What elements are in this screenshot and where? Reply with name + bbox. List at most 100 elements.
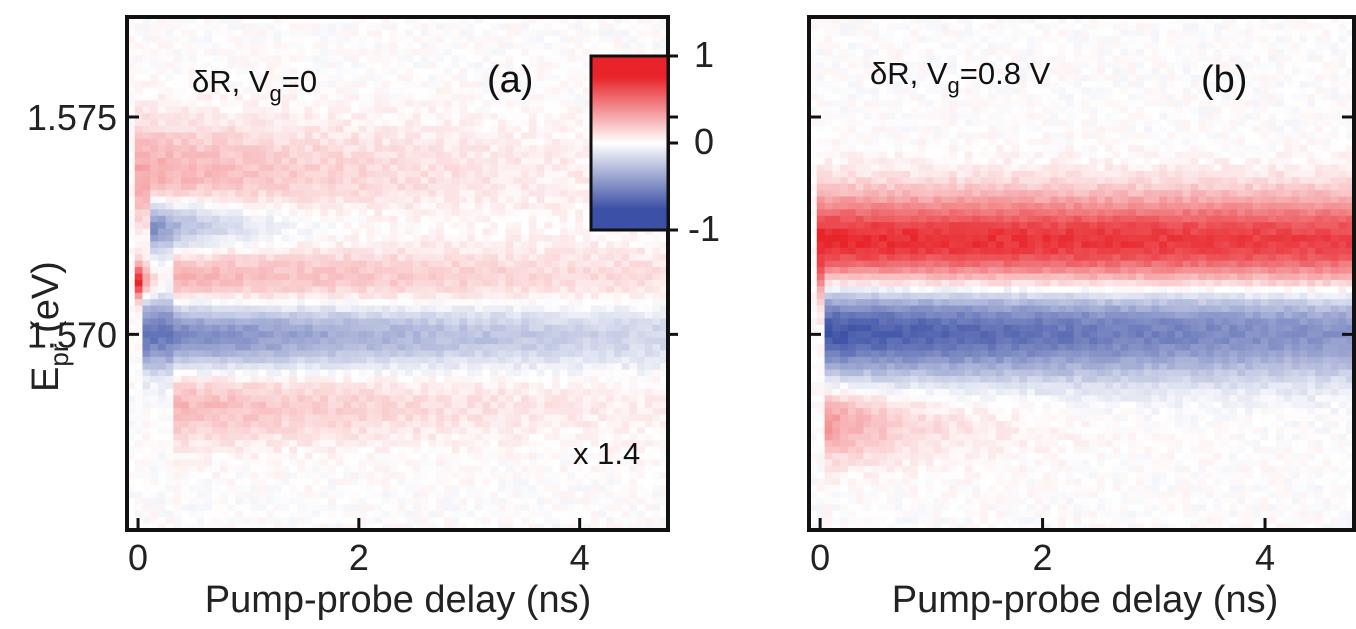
heatmap-cell [582, 286, 592, 294]
heatmap-cell [382, 254, 391, 262]
heatmap-cell [528, 126, 538, 134]
heatmap-cell [544, 42, 553, 50]
heatmap-cell [374, 401, 383, 409]
heatmap-cell [528, 446, 538, 454]
heatmap-cell [567, 318, 576, 326]
heatmap-cell [536, 446, 545, 454]
heatmap-cell [343, 81, 352, 89]
heatmap-cell [428, 376, 437, 384]
heatmap-cell [242, 158, 252, 166]
heatmap-cell [505, 190, 515, 198]
heatmap-cell [289, 414, 298, 422]
heatmap-cell [327, 106, 337, 114]
heatmap-cell [266, 183, 275, 191]
heatmap-cell [134, 279, 144, 287]
heatmap-cell [397, 299, 406, 307]
heatmap-cell [242, 453, 252, 461]
heatmap-cell [351, 485, 360, 493]
heatmap-cell [490, 504, 499, 512]
heatmap-cell [467, 29, 476, 37]
heatmap-cell [513, 36, 522, 44]
heatmap-cell [196, 305, 205, 313]
heatmap-cell [590, 273, 600, 281]
heatmap-cell [212, 260, 221, 268]
heatmap-cell [536, 93, 545, 101]
heatmap-cell [242, 427, 252, 435]
heatmap-cell [536, 113, 545, 121]
heatmap-cell [227, 267, 236, 275]
heatmap-cell [513, 292, 522, 300]
heatmap-cell [312, 305, 321, 313]
heatmap-cell [266, 523, 275, 531]
heatmap-cell [405, 55, 414, 63]
heatmap-cell [335, 254, 344, 262]
heatmap-cell [320, 446, 329, 454]
heatmap-cell [181, 228, 190, 236]
heatmap-cell [606, 228, 615, 236]
heatmap-cell [250, 36, 259, 44]
heatmap-cell [575, 254, 584, 262]
heatmap-cell [412, 254, 422, 262]
heatmap-cell [150, 485, 159, 493]
heatmap-cell [536, 151, 545, 159]
heatmap-cell [544, 202, 553, 210]
heatmap-cell [358, 286, 368, 294]
heatmap-cell [273, 49, 283, 57]
heatmap-cell [142, 177, 151, 185]
heatmap-cell [266, 356, 275, 364]
heatmap-cell [181, 273, 190, 281]
heatmap-cell [374, 517, 383, 525]
heatmap-cell [559, 170, 569, 178]
heatmap-cell [165, 42, 174, 50]
heatmap-cell [165, 74, 174, 82]
heatmap-cell [188, 29, 198, 37]
heatmap-cell [482, 93, 491, 101]
heatmap-cell [297, 126, 306, 134]
heatmap-cell [552, 485, 561, 493]
heatmap-cell [181, 279, 190, 287]
heatmap-cell [459, 93, 468, 101]
heatmap-cell [250, 491, 259, 499]
heatmap-cell [575, 388, 584, 396]
heatmap-cell [242, 401, 252, 409]
heatmap-cell [358, 267, 368, 275]
heatmap-cell [428, 408, 437, 416]
heatmap-cell [289, 209, 298, 217]
heatmap-cell [482, 23, 491, 31]
heatmap-cell [304, 427, 314, 435]
heatmap-cell [389, 55, 399, 63]
heatmap-cell [266, 433, 275, 441]
heatmap-cell [505, 363, 515, 371]
heatmap-cell [482, 337, 491, 345]
heatmap-cell [513, 126, 522, 134]
heatmap-cell [482, 382, 491, 390]
heatmap-cell [150, 369, 159, 377]
heatmap-cell [505, 42, 515, 50]
heatmap-cell [242, 29, 252, 37]
heatmap-cell [467, 497, 476, 505]
heatmap-cell [397, 119, 406, 127]
heatmap-cell [389, 472, 399, 480]
heatmap-cell [343, 324, 352, 332]
heatmap-cell [173, 183, 182, 191]
heatmap-cell [559, 113, 569, 121]
heatmap-cell [482, 100, 491, 108]
heatmap-cell [482, 331, 491, 339]
heatmap-cell [157, 145, 167, 153]
heatmap-cell [134, 183, 144, 191]
heatmap-cell [150, 491, 159, 499]
heatmap-cell [219, 209, 229, 217]
heatmap-cell [459, 222, 468, 230]
heatmap-cell [451, 81, 460, 89]
heatmap-cell [436, 292, 445, 300]
heatmap-cell [536, 286, 545, 294]
heatmap-cell [320, 222, 329, 230]
heatmap-cell [181, 420, 190, 428]
heatmap-cell [382, 17, 391, 25]
heatmap-cell [242, 113, 252, 121]
heatmap-cell [173, 170, 182, 178]
heatmap-cell [559, 472, 569, 480]
heatmap-cell [351, 235, 360, 243]
heatmap-cell [327, 87, 337, 95]
heatmap-cell [443, 497, 453, 505]
